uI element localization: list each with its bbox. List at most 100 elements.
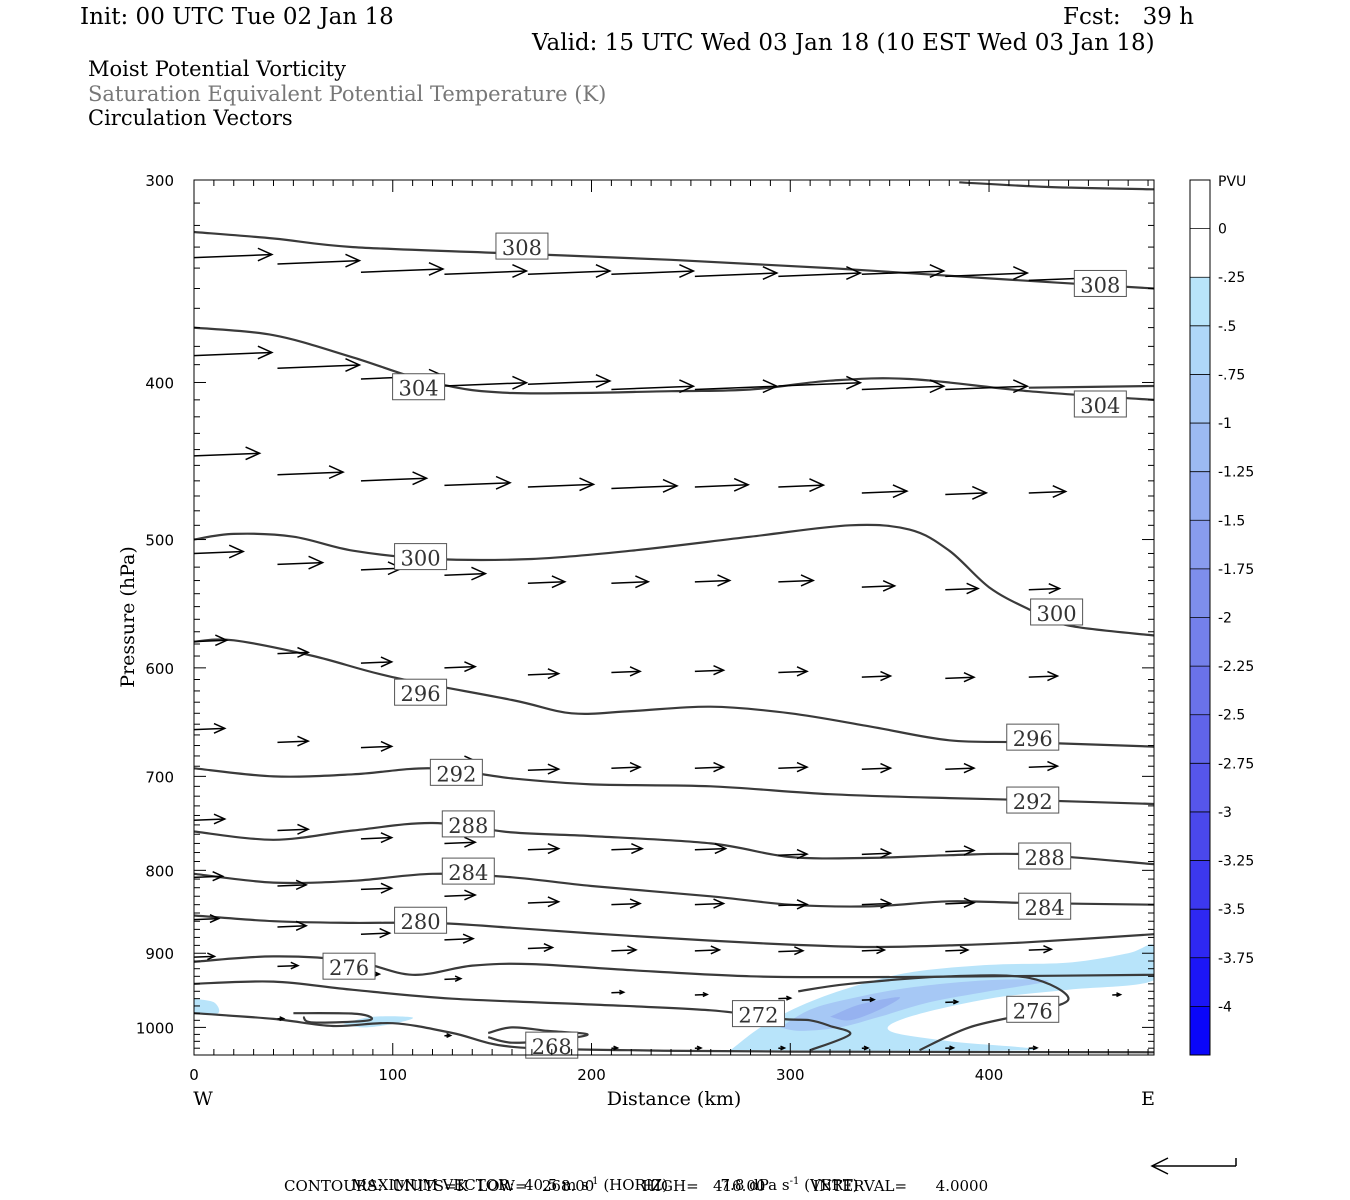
wind-vector-38	[694, 574, 732, 587]
contour-272-17	[194, 980, 852, 1052]
svg-text:292: 292	[1013, 790, 1053, 814]
wind-vector-93	[694, 945, 722, 955]
wind-vector-8	[861, 264, 946, 278]
wind-vector-40	[861, 579, 897, 592]
wind-vector-84	[861, 898, 893, 909]
wind-vector-103	[694, 991, 709, 998]
contour-label-288: 288	[1018, 842, 1072, 870]
contour-label-292: 292	[429, 758, 483, 786]
svg-text:284: 284	[448, 861, 488, 885]
wind-vector-12	[277, 357, 362, 372]
colorbar-label-15: -3.75	[1218, 951, 1254, 967]
colorbar-label-11: -2.75	[1218, 756, 1254, 772]
colorbar-label-16: -4	[1218, 999, 1232, 1015]
contour-304-3	[194, 326, 1154, 401]
contour-label-280: 280	[394, 906, 448, 934]
pv-colorbar: PVU 0 -.25 -.5 -.75 -1 -1.25 -1.5 -1.75 -2 -2.25 -2…	[1189, 174, 1254, 1056]
wind-vector-54	[194, 722, 227, 734]
colorbar-label-13: -3.25	[1218, 854, 1254, 870]
contour-label-276: 276	[322, 952, 376, 980]
wind-vector-16	[611, 379, 696, 394]
contour-label-288: 288	[441, 810, 495, 838]
x-tick-label-200: 200	[577, 1066, 606, 1084]
svg-text:280: 280	[401, 910, 441, 934]
wind-vector-41	[945, 582, 980, 595]
wind-vector-115	[1028, 1045, 1039, 1051]
colorbar-swatch-7	[1190, 520, 1210, 570]
svg-text:284: 284	[1025, 896, 1065, 920]
wind-vector-109	[444, 1033, 453, 1039]
y-tick-label-900: 900	[145, 945, 174, 963]
wind-vector-43	[194, 634, 229, 647]
contour-296-7	[194, 638, 1154, 748]
wind-vector-76	[194, 870, 225, 882]
wind-vector-24	[444, 475, 512, 490]
wind-vector-61	[778, 761, 809, 773]
wind-vector-71	[694, 843, 728, 855]
x-tick-label-300: 300	[776, 1066, 805, 1084]
horiz-exponent: -1	[588, 1176, 599, 1187]
svg-text:288: 288	[1025, 846, 1065, 870]
wind-vector-78	[360, 882, 394, 894]
field-title-theta-es: Saturation Equivalent Potential Temperat…	[88, 82, 607, 106]
wind-vector-66	[277, 823, 311, 835]
wind-vector-19	[861, 379, 946, 394]
wind-vector-72	[778, 848, 809, 860]
wind-vector-0	[194, 247, 274, 262]
wind-vector-15	[527, 373, 612, 388]
colorbar-swatch-11	[1190, 714, 1210, 764]
colorbar-swatch-15	[1190, 909, 1210, 959]
svg-text:276: 276	[329, 956, 369, 980]
contour-label-284: 284	[441, 857, 495, 885]
contour-284-13	[194, 872, 1154, 908]
colorbar-swatch-6	[1190, 471, 1210, 521]
wind-vector-56	[360, 740, 394, 752]
contour-label-292: 292	[1006, 786, 1060, 814]
wind-vector-28	[778, 478, 826, 493]
wind-vector-79	[444, 889, 478, 901]
contour-label-304: 304	[392, 373, 446, 401]
wind-vector-114	[945, 1045, 956, 1051]
wind-vector-113	[861, 1045, 870, 1051]
svg-text:300: 300	[401, 547, 441, 571]
colorbar-label-1: -.25	[1218, 270, 1245, 286]
contour-288-11	[194, 821, 1154, 866]
wind-vector-111	[694, 1045, 703, 1051]
wind-vector-91	[527, 942, 555, 953]
colorbar-swatch-14	[1190, 860, 1210, 910]
wind-vector-68	[444, 836, 478, 848]
wind-vector-7	[778, 266, 863, 281]
theta-es-contours	[194, 181, 1154, 1054]
plot-frame	[193, 179, 1155, 1056]
colorbar-swatch-8	[1190, 568, 1210, 618]
wind-vector-110	[611, 1045, 620, 1051]
svg-text:272: 272	[738, 1004, 778, 1028]
colorbar-swatch-9	[1190, 617, 1210, 667]
colorbar-label-9: -2.25	[1218, 659, 1254, 675]
colorbar-swatch-2	[1190, 277, 1210, 327]
max-vector-horiz-unit: (HORIZ)	[603, 1176, 669, 1194]
wind-vector-42	[1028, 583, 1062, 595]
contour-label-308: 308	[495, 232, 549, 260]
y-tick-label-600: 600	[145, 660, 174, 678]
wind-vector-59	[611, 761, 642, 773]
wind-vector-108	[277, 1016, 286, 1022]
colorbar-label-4: -1	[1218, 416, 1232, 432]
west-label: W	[193, 1088, 213, 1110]
wind-vector-96	[945, 945, 970, 955]
wind-vector-6	[694, 266, 779, 281]
contour-label-308: 308	[1073, 269, 1127, 297]
wind-vector-37	[611, 575, 651, 589]
wind-vector-3	[444, 264, 529, 278]
pv-shading	[194, 944, 1154, 1051]
east-label: E	[1141, 1088, 1155, 1110]
wind-vector-97	[1028, 944, 1054, 954]
contour-label-300: 300	[1030, 598, 1084, 626]
wind-vector-85	[945, 897, 976, 908]
circulation-vectors	[194, 247, 1123, 1051]
max-vector-label: MAXIMUM VECTOR:	[351, 1176, 515, 1194]
colorbar-swatch-3	[1190, 325, 1210, 375]
wind-vector-35	[444, 566, 488, 581]
colorbar-swatch-10	[1190, 666, 1210, 716]
